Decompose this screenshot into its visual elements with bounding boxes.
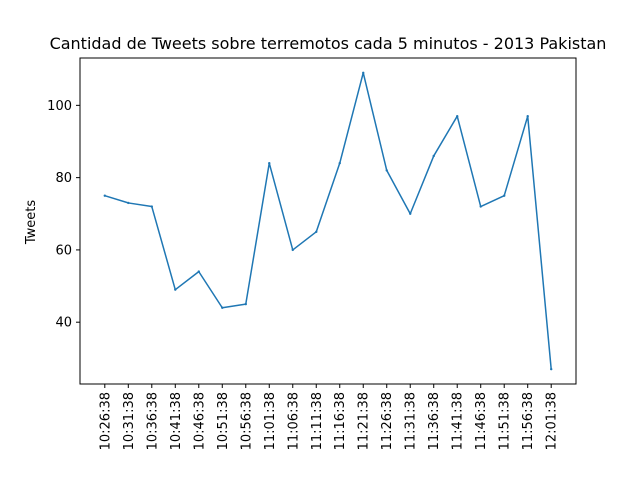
data-point: [291, 248, 294, 252]
data-point: [479, 205, 482, 208]
x-tick-label: 11:06:38: [286, 392, 301, 450]
series-line: [104, 72, 552, 370]
x-tick-label: 10:26:38: [98, 392, 113, 450]
x-tick-label: 11:26:38: [380, 392, 395, 450]
x-tick-label: 10:56:38: [239, 392, 254, 450]
series-layer: [103, 71, 553, 371]
x-tick-label: 11:01:38: [263, 392, 278, 450]
data-point: [127, 201, 130, 205]
data-point: [432, 154, 435, 158]
plot-frame: [79, 57, 577, 385]
y-axis-label: Tweets: [24, 200, 39, 246]
chart-title: Cantidad de Tweets sobre terremotos cada…: [50, 34, 607, 53]
x-tick-label: 11:31:38: [404, 392, 419, 450]
data-point: [338, 161, 341, 165]
data-point: [221, 306, 224, 309]
x-tick-label: 10:41:38: [169, 392, 184, 450]
data-point: [197, 270, 200, 273]
x-tick-label: 12:01:38: [545, 392, 560, 450]
x-tick-label: 11:36:38: [427, 392, 442, 450]
data-point: [456, 114, 459, 118]
data-point: [409, 212, 412, 215]
data-point: [550, 367, 553, 371]
x-tick-label: 11:51:38: [498, 392, 513, 450]
x-tick-label: 10:46:38: [192, 392, 207, 450]
x-tick-label: 10:36:38: [145, 392, 160, 450]
data-point: [503, 194, 506, 197]
data-point: [315, 230, 318, 234]
data-point: [268, 161, 271, 165]
y-tick-label: 80: [55, 171, 72, 186]
x-tick-label: 11:46:38: [474, 392, 489, 450]
data-point: [150, 205, 153, 208]
data-point: [103, 194, 107, 197]
x-tick-label: 11:16:38: [333, 392, 348, 450]
x-tick-label: 11:56:38: [521, 392, 536, 450]
y-tick-label: 60: [55, 243, 72, 258]
x-tick-label: 10:31:38: [122, 392, 137, 450]
data-point: [244, 302, 247, 306]
data-point: [385, 169, 388, 172]
data-point: [526, 114, 529, 118]
y-tick-label: 40: [55, 316, 72, 331]
x-tick-label: 11:11:38: [310, 392, 325, 450]
data-point: [362, 71, 365, 75]
x-tick-label: 10:51:38: [216, 392, 231, 450]
data-point: [174, 288, 177, 291]
x-tick-label: 11:21:38: [357, 392, 372, 450]
ticks-layer: 40 60 80 100 10:26:38 10:31:38 10:36:38 10:41:3…: [47, 99, 560, 451]
y-tick-label: 100: [47, 99, 72, 114]
x-tick-label: 11:41:38: [451, 392, 466, 450]
